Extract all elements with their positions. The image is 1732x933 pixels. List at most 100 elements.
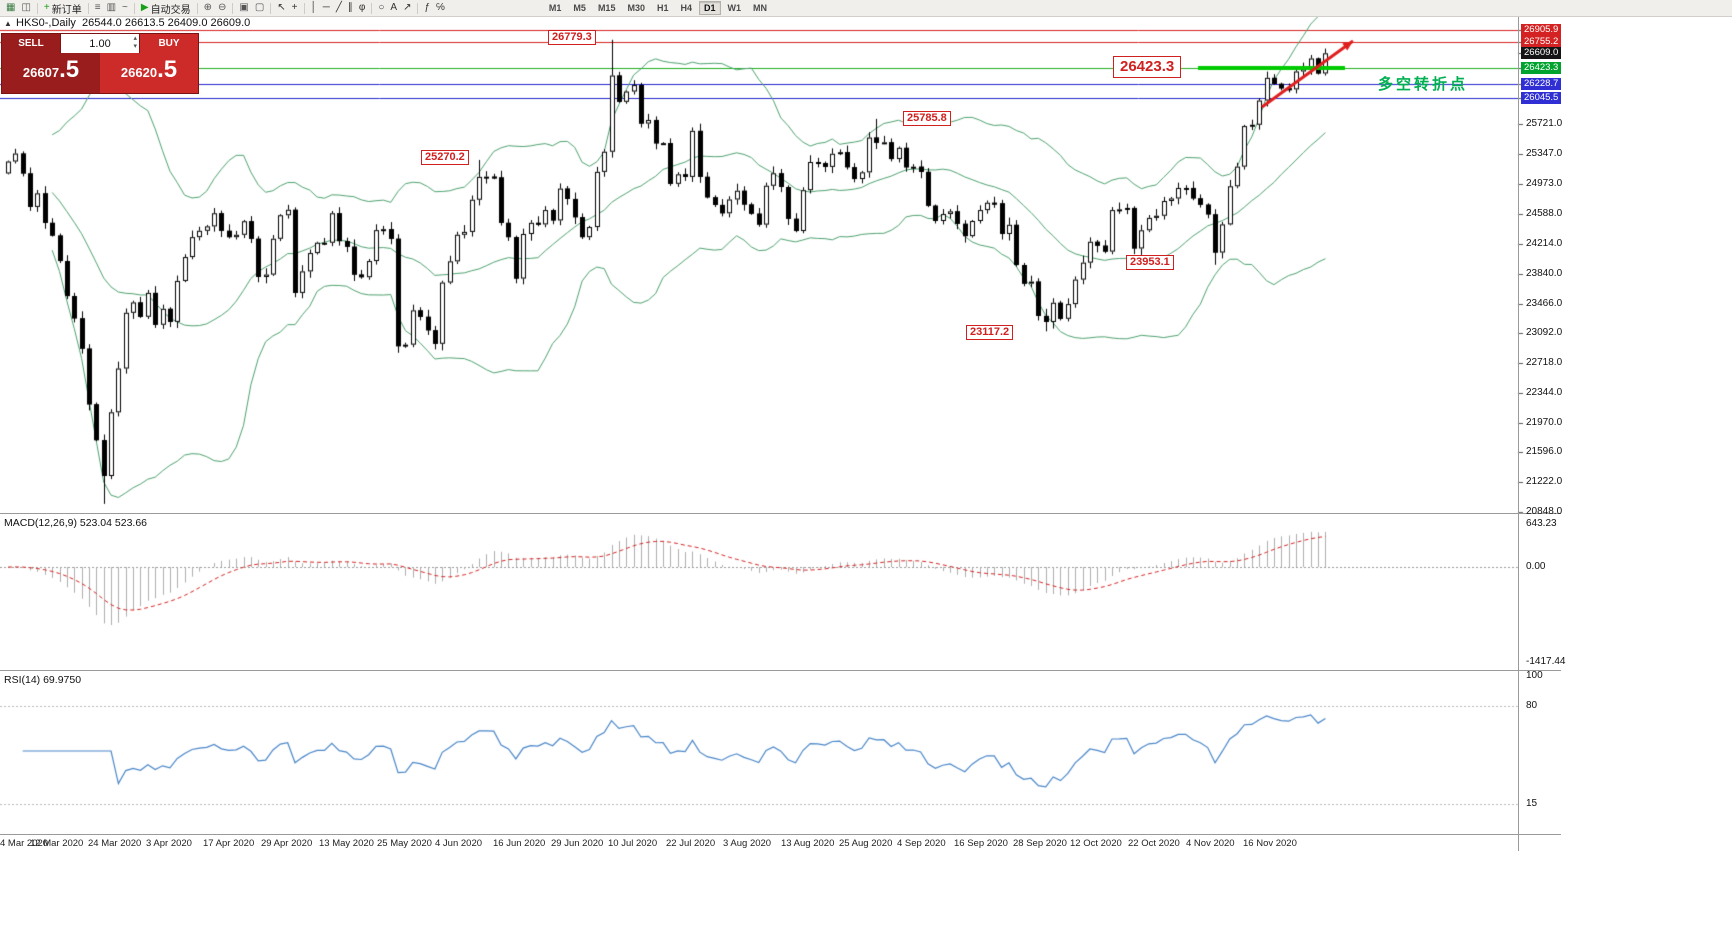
date-label: 4 Jun 2020 (435, 838, 483, 849)
zoom-in-icon[interactable]: ⊕ (201, 1, 215, 15)
line-chart-icon-glyph: ~ (122, 2, 128, 13)
date-label: 16 Sep 2020 (954, 838, 1008, 849)
timeframe-h4-button[interactable]: H4 (680, 3, 692, 13)
vertical-line-icon-glyph: │ (310, 2, 317, 13)
date-label: 4 Sep 2020 (897, 838, 946, 849)
trendline-icon[interactable]: ╱ (333, 1, 345, 15)
panel-separator-macd[interactable] (0, 513, 1561, 514)
rsi-axis-tick: 15 (1526, 797, 1538, 809)
timeframe-m1-button[interactable]: M1 (548, 3, 562, 13)
price-tick: 24588.0 (1526, 208, 1563, 220)
cursor-icon[interactable]: ↖ (274, 1, 288, 15)
bar-chart-icon[interactable]: ≡ (92, 1, 104, 15)
rsi-axis-tick: 80 (1526, 700, 1538, 711)
rsi-label: RSI(14) 69.9750 (4, 674, 82, 686)
arrow-objects-icon-glyph: ↗ (403, 2, 412, 13)
cursor-icon-glyph: ↖ (277, 2, 286, 13)
new-order-button-glyph: + (43, 2, 50, 13)
price-marker-26423.3: 26423.3 (1521, 62, 1562, 75)
macd-label: MACD(12,26,9) 523.04 523.66 (4, 517, 148, 529)
buy-price: 26620 (120, 65, 158, 80)
sell-price: 26607 (22, 65, 60, 80)
volume-spinner[interactable]: ▴ ▾ (133, 35, 137, 51)
indicator-windows-icon[interactable]: ℅ (433, 1, 448, 15)
new-window-icon-glyph: ▢ (254, 2, 265, 13)
channel-icon[interactable]: ∥ (345, 1, 356, 15)
price-annotation-23117.2[interactable]: 23117.2 (966, 325, 1014, 340)
timeframe-m15-button[interactable]: M15 (597, 3, 616, 13)
price-annotation-26423.3[interactable]: 26423.3 (1113, 56, 1182, 78)
date-label: 29 Apr 2020 (261, 838, 313, 849)
date-label: 28 Sep 2020 (1013, 838, 1067, 849)
spinner-down-icon[interactable]: ▾ (133, 43, 137, 50)
text-label-icon-glyph: A (390, 2, 398, 13)
shapes-icon[interactable]: ○ (375, 1, 387, 15)
timeframe-m30-button[interactable]: M30 (627, 3, 645, 13)
crosshair-icon[interactable]: + (289, 1, 301, 15)
price-annotation-26779.3[interactable]: 26779.3 (548, 30, 596, 45)
price-tick: 25347.0 (1526, 147, 1563, 159)
time-axis[interactable]: 4 Mar 2020 12 Mar 2020 24 Mar 2020 3 Apr 20… (0, 836, 1518, 852)
price-annotation-25785.8[interactable]: 25785.8 (903, 111, 951, 126)
price-marker-26045.5: 26045.5 (1521, 92, 1562, 105)
tile-windows-icon[interactable]: ▣ (236, 1, 251, 15)
time-axis-border (0, 834, 1561, 835)
date-label: 10 Jul 2020 (608, 838, 658, 849)
panel-separator-rsi[interactable] (0, 670, 1561, 671)
one-click-trading-expander[interactable]: ▲ (4, 19, 12, 28)
new-chart-icon[interactable]: ▦ (3, 1, 18, 15)
volume-input[interactable]: 1.00 ▴ ▾ (60, 34, 140, 53)
macd-axis-tick: 643.23 (1526, 518, 1557, 529)
price-tick: 24973.0 (1526, 177, 1563, 189)
price-axis[interactable]: 25721.0 25347.0 24973.0 24588.0 24214.0 23840… (1519, 0, 1589, 851)
line-chart-icon[interactable]: ~ (119, 1, 131, 15)
date-label: 22 Jul 2020 (666, 838, 716, 849)
sell-price-button[interactable]: 26607.5 (2, 53, 100, 93)
vertical-line-icon[interactable]: │ (308, 1, 320, 15)
price-tick: 22718.0 (1526, 357, 1563, 369)
price-tick: 20848.0 (1526, 506, 1563, 517)
chart-profiles-icon[interactable]: ◫ (18, 1, 33, 15)
turning-point-text[interactable]: 多空转折点 (1378, 76, 1469, 93)
date-label: 13 Aug 2020 (781, 838, 835, 849)
buy-button[interactable]: BUY (140, 34, 198, 53)
toolbar-separator (371, 2, 373, 14)
horizontal-line-icon[interactable]: ─ (320, 1, 333, 15)
autotrading-button[interactable]: ▶ 自动交易 (138, 1, 194, 16)
arrow-objects-icon[interactable]: ↗ (400, 1, 414, 15)
crosshair-icon-glyph: + (291, 2, 298, 13)
price-axis-border (1518, 15, 1519, 851)
fibonacci-icon[interactable]: φ (356, 1, 368, 15)
timeframe-h1-button[interactable]: H1 (656, 3, 669, 13)
date-label: 17 Apr 2020 (203, 838, 255, 849)
new-order-button[interactable]: + 新订单 (41, 1, 85, 16)
timeframe-w1-button[interactable]: W1 (727, 3, 742, 13)
price-marker-26755.2: 26755.2 (1521, 35, 1562, 48)
new-order-button-label: 新订单 (51, 4, 82, 16)
horizontal-line-icon-glyph: ─ (322, 2, 330, 13)
new-window-icon[interactable]: ▢ (252, 1, 267, 15)
timeframe-mn-button[interactable]: MN (753, 3, 768, 13)
text-label-icon[interactable]: A (387, 1, 400, 15)
timeframe-m5-button[interactable]: M5 (573, 3, 586, 13)
candlestick-chart-icon[interactable]: ▥ (104, 1, 119, 15)
timeframe-d1-button[interactable]: D1 (699, 1, 721, 15)
price-marker-26905.9: 26905.9 (1521, 23, 1562, 36)
symbol-name: HKS0-,Daily (16, 17, 76, 29)
buy-price-button[interactable]: 26620.5 (100, 53, 198, 93)
price-annotation-23953.1[interactable]: 23953.1 (1126, 255, 1174, 270)
zoom-out-icon[interactable]: ⊖ (215, 1, 229, 15)
price-annotation-25270.2[interactable]: 25270.2 (421, 150, 469, 165)
toolbar-separator (87, 2, 89, 14)
trendline-icon-glyph: ╱ (335, 2, 342, 13)
price-tick: 22344.0 (1526, 386, 1563, 398)
toolbar-separator (417, 2, 419, 14)
spinner-up-icon[interactable]: ▴ (133, 35, 137, 42)
sell-price-fraction: .5 (59, 56, 80, 83)
indicators-icon[interactable]: ƒ (421, 1, 433, 15)
toolbar-separator (232, 2, 234, 14)
macd-axis-tick: -1417.44 (1526, 656, 1566, 667)
toolbar-separator (303, 2, 305, 14)
sell-button[interactable]: SELL (2, 34, 60, 53)
